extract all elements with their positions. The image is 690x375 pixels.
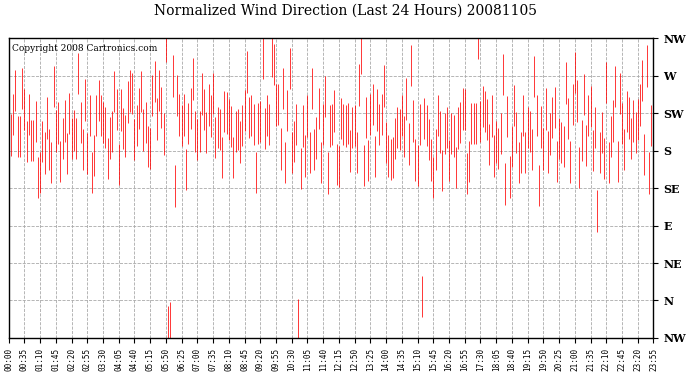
Text: Normalized Wind Direction (Last 24 Hours) 20081105: Normalized Wind Direction (Last 24 Hours… — [153, 4, 537, 18]
Text: Copyright 2008 Cartronics.com: Copyright 2008 Cartronics.com — [12, 44, 157, 53]
